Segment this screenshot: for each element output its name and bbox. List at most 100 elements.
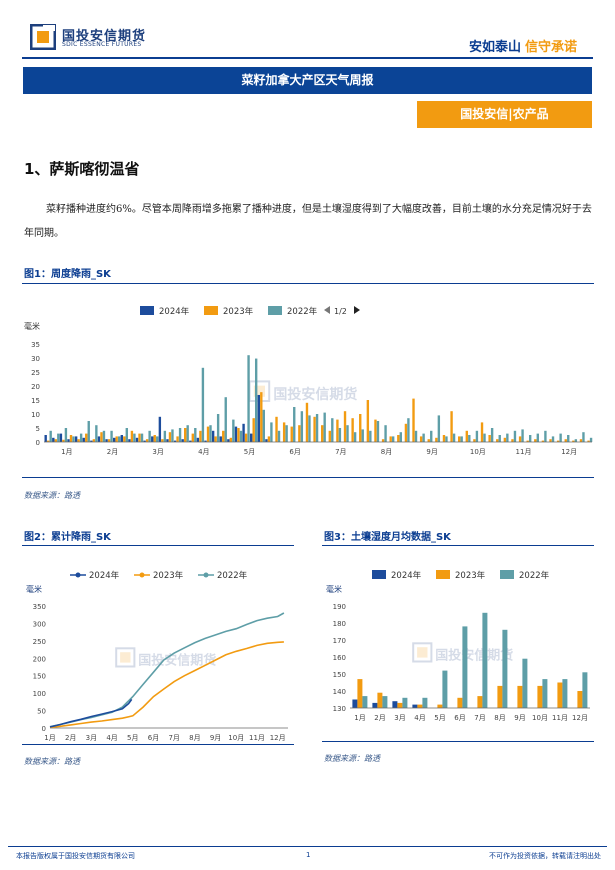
fig1-bar-2023: [549, 439, 552, 442]
fig1-bar-2023: [556, 440, 560, 442]
fig1-bar-2023: [237, 428, 240, 442]
fig2-ylabel: 毫米: [26, 584, 42, 594]
fig1-bar-2024: [158, 416, 162, 442]
fig1-bar-2023: [435, 437, 438, 442]
fig1-bar-2024: [44, 435, 47, 442]
fig1-bar-2023: [518, 436, 522, 442]
fig1-bar-2023: [503, 437, 507, 442]
fig1-month-label: 11月: [516, 448, 532, 456]
fig1-bar-2022: [247, 355, 250, 442]
fig1-bar-2022: [285, 425, 288, 442]
fig1-month-label: 6月: [289, 448, 300, 456]
legend-label-1: 2023年: [455, 570, 486, 581]
fig1-bar-2022: [293, 407, 296, 442]
fig1-bar-2024: [143, 440, 146, 442]
fig2-title: 图2：累计降雨_SK: [24, 532, 111, 543]
fig2-ytick-label: 200: [33, 655, 46, 663]
watermark-logo-icon: [412, 642, 433, 663]
fig1-bar-2023: [184, 428, 187, 442]
legend-label-0: 2024年: [391, 570, 422, 581]
fig1-bar-2024: [181, 439, 184, 442]
fig1-month-label: 2月: [107, 448, 118, 456]
fig1-bar-2023: [107, 439, 111, 442]
section-paragraph: 菜籽播种进度约6%。尽管本周降雨增多拖累了播种进度，但是土壤湿度得到了大幅度改善…: [24, 204, 592, 239]
fig3-bar-2022年: [562, 679, 568, 708]
fig1-bar-2022: [407, 418, 410, 442]
legend-swatch-1: [204, 306, 218, 315]
fig3-bar-2023年: [417, 704, 423, 708]
fig1-bar-2022: [559, 433, 562, 442]
fig3-ytick-label: 160: [333, 654, 346, 662]
fig3-source: 数据来源：路透: [324, 754, 380, 763]
fig1-bar-2023: [328, 430, 331, 442]
legend-marker-1: [139, 572, 145, 578]
fig2-series-line-2024年: [49, 698, 133, 728]
pager-next-icon: [354, 306, 360, 314]
fig1-bar-2022: [148, 430, 151, 442]
fig3-month-label: 2月: [374, 714, 385, 722]
fig1-bar-2024: [166, 439, 169, 442]
watermark-text: 国投安信期货: [273, 386, 357, 403]
fig1-bar-2023: [206, 426, 210, 442]
fig1-bar-2023: [47, 440, 50, 442]
fig1-bar-2023: [275, 416, 278, 442]
fig2-month-label: 2月: [65, 734, 76, 742]
fig2-ytick-label: 300: [33, 620, 46, 628]
fig3-bar-2022年: [382, 696, 388, 708]
fig3-bar-2022年: [522, 658, 528, 708]
fig1-bar-2023: [450, 411, 453, 442]
fig1-bar-2023: [397, 435, 400, 442]
fig1-bar-2024: [90, 440, 93, 442]
fig1-bar-2023: [381, 439, 385, 442]
legend-label-2: 2022年: [519, 570, 550, 581]
fig1-month-label: 3月: [152, 448, 163, 456]
header-divider: [22, 57, 593, 59]
fig1-bar-2023: [298, 425, 301, 442]
fig1-bar-2023: [359, 414, 362, 442]
section-title: 1、萨斯喀彻温省: [24, 160, 140, 178]
fig2-month-label: 10月: [228, 734, 244, 742]
watermark: 国投安信期货: [412, 642, 513, 664]
fig1-bar-2022: [574, 439, 578, 442]
fig1-bar-2022: [125, 428, 128, 442]
fig3-month-label: 10月: [532, 714, 548, 722]
fig1-ytick-label: 30: [31, 355, 40, 363]
fig2-ytick-label: 50: [37, 708, 46, 716]
fig1-ytick-label: 20: [31, 383, 40, 391]
fig1-bar-2022: [506, 433, 509, 442]
fig1-bar-2024: [257, 394, 260, 442]
fig3-bar-2022年: [422, 697, 428, 708]
fig3-bottom-rule: [322, 741, 594, 742]
fig1-bar-2023: [458, 436, 461, 442]
fig3-bar-2024年: [392, 701, 398, 708]
fig1-bar-2023: [336, 419, 339, 442]
fig1-bar-2022: [353, 432, 357, 442]
fig1-ytick-label: 35: [31, 341, 40, 349]
fig1-bar-2023: [419, 436, 423, 442]
legend-label-2: 2022年: [287, 306, 318, 317]
legend-label-0: 2024年: [89, 570, 120, 581]
fig1-bar-2023: [199, 430, 202, 442]
watermark-logo-icon-inner: [253, 385, 265, 397]
fig1-bar-2023: [465, 430, 468, 442]
fig1-bar-2022: [384, 425, 387, 442]
fig1-bar-2022: [254, 358, 258, 442]
fig1-bar-2023: [473, 439, 476, 442]
fig1-bar-2023: [168, 432, 172, 442]
fig3-bar-2022年: [442, 670, 448, 708]
legend-label-1: 2023年: [153, 570, 184, 581]
fig1-bar-2023: [351, 418, 354, 442]
fig2-chart: 毫米 0 50 100 150 200 250 300 350 国投安信期货 1月 2月 3月 4月 5月 6…: [26, 570, 288, 742]
logo-english-name: SDIC ESSENCE FUTURES: [62, 41, 142, 48]
fig1-bar-2023: [176, 436, 179, 442]
fig1-bar-2024: [120, 435, 123, 442]
fig1-bar-2022: [338, 428, 342, 442]
fig1-bar-2024: [82, 437, 85, 442]
slogan-part2: 信守承诺: [524, 40, 577, 55]
legend-swatch-2: [500, 570, 514, 579]
fig1-bar-2022: [57, 433, 60, 442]
fig1-bar-2022: [110, 430, 113, 442]
fig1-bar-2022: [64, 428, 68, 442]
fig3-bar-2022年: [362, 696, 368, 708]
fig1-bar-2022: [201, 367, 205, 442]
